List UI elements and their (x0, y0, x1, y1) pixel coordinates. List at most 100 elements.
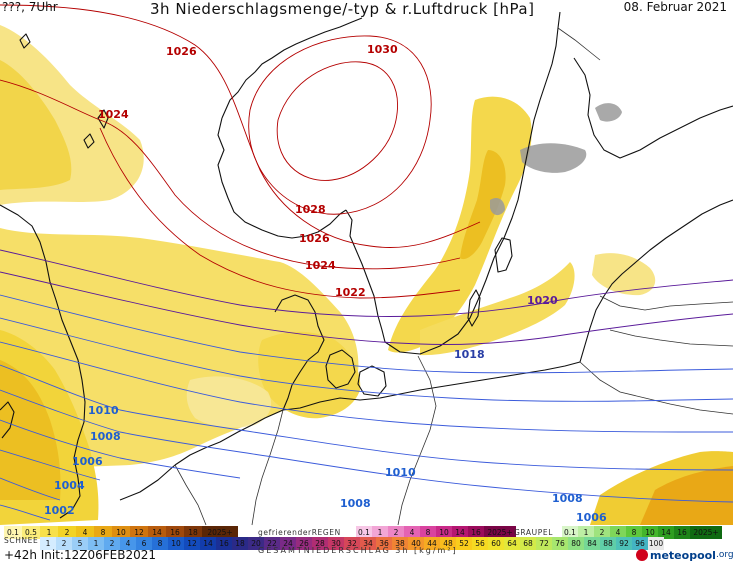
legend-snow-cell: 64 (504, 537, 520, 550)
legend-total-precip-label: GESAMTNIEDERSCHLAG 3h [kg/m²] (258, 546, 458, 555)
legend-snow-cell: 4 (120, 537, 136, 550)
coastlines (0, 11, 733, 519)
isobar-label: 1030 (367, 43, 398, 56)
isobar-label: 1006 (576, 511, 607, 524)
legend-snow-cell: 80 (568, 537, 584, 550)
legend-rain-cell: 2025+ (202, 526, 238, 539)
legend-snow-cell: 52 (456, 537, 472, 550)
legend-snow-cell: 24 (280, 537, 296, 550)
legend-snow-cell: 1 (88, 537, 104, 550)
legend-snow-cell: 88 (600, 537, 616, 550)
legend-snow-cell: 2 (104, 537, 120, 550)
legend-freezing-cell: 14 (452, 526, 468, 539)
isobar-label: 1022 (335, 286, 366, 299)
legend-snow-cell: 20 (248, 537, 264, 550)
isobar-label: 1024 (305, 259, 336, 272)
legend-snow-cell: 48 (440, 537, 456, 550)
legend-rain-cell: 14 (148, 526, 166, 539)
brand-logo[interactable]: meteopool .org (636, 546, 733, 564)
legend-snow-cell: 96 (632, 537, 648, 550)
legend-graupel-cell: 8 (626, 526, 642, 539)
legend-snow-cell: 34 (360, 537, 376, 550)
legend-graupel-cell: 1 (578, 526, 594, 539)
legend-snow-cell: 8 (152, 537, 168, 550)
forecast-location-time: ???, 7Uhr (2, 0, 58, 14)
legend-snow-cell: 5 (72, 537, 88, 550)
legend-freezing-cell: 10 (436, 526, 452, 539)
isobar-label: 1006 (72, 455, 103, 468)
legend-snow-cell: 18 (232, 537, 248, 550)
isobar-label: 1010 (385, 466, 416, 479)
legend-freezing-label: gefrierenderREGEN (258, 528, 341, 537)
legend-snow-cell: 14 (200, 537, 216, 550)
precipitation-layer (0, 25, 733, 525)
legend-rain-cell: 18 (184, 526, 202, 539)
legend-snow-cell: 30 (328, 537, 344, 550)
snow-layer (490, 103, 622, 216)
legend-freezing-cell: 1 (372, 526, 388, 539)
isobar-label: 1002 (44, 504, 75, 517)
precip-area-sweden-core (460, 150, 506, 260)
legend-graupel-cell: 14 (658, 526, 674, 539)
legend-rain-cell: 4 (76, 526, 94, 539)
legend-snow-row: SCHNEE (0, 536, 733, 550)
legend-snow-cell: 76 (552, 537, 568, 550)
isobar-label: 1024 (98, 108, 129, 121)
precip-area-southeast-core (640, 466, 733, 525)
legend-rain-cell: 12 (130, 526, 148, 539)
legend-snow-cell: 12 (184, 537, 200, 550)
legend-rain-cell: 1 (40, 526, 58, 539)
legend-snow-cell: 56 (472, 537, 488, 550)
brand-name: meteopool (650, 548, 716, 562)
brand-tld: .org (715, 550, 733, 560)
isobars-mid (0, 249, 733, 345)
legend-snow-cell: 44 (424, 537, 440, 550)
legend-snow-cell: 16 (216, 537, 232, 550)
forecast-run-info: +42h Init:12Z06FEB2021 (4, 548, 156, 562)
legend-snow-cell: 40 (408, 537, 424, 550)
isobar-label: 1026 (166, 45, 197, 58)
legend-snow-cell: 72 (536, 537, 552, 550)
legend-snow-cell: 28 (312, 537, 328, 550)
legend-freezing-cell: 4 (404, 526, 420, 539)
country-borders (174, 27, 733, 526)
precip-area-southwest-core (0, 360, 61, 500)
legend-snow-cell: 6 (136, 537, 152, 550)
legend-rain-cell: 0.1 (4, 526, 22, 539)
legend-graupel-cell: 16 (674, 526, 690, 539)
legend-snow-cell: 32 (344, 537, 360, 550)
legend-snow-scale-row: 1 2 5 1 2 4 6 8 10 12 14 16 18 20 22 24 26 28 30 32 34 36 38 40… (0, 537, 733, 550)
legend-graupel-cell: 2025+ (690, 526, 722, 539)
legend-freezing-cell: 2025+ (484, 526, 516, 539)
isobar-label: 1008 (552, 492, 583, 505)
legend-snow-cell: 10 (168, 537, 184, 550)
legend-rain-row: 0.1 0.5 1 2 4 8 10 12 14 16 18 2025+ gefrierenderRE… (0, 526, 733, 539)
legend-rain-cell: 10 (112, 526, 130, 539)
isobar-label: 1028 (295, 203, 326, 216)
legend-graupel-label: GRAUPEL (514, 528, 553, 537)
isobar-label: 1008 (340, 497, 371, 510)
legend-rain-cell: 2 (58, 526, 76, 539)
legend-snow-label: SCHNEE (4, 536, 39, 545)
isobar-labels: 1026 1030 1024 1028 1026 1024 1022 1020 … (44, 43, 607, 524)
legend-graupel-cell: 2 (594, 526, 610, 539)
legend-snow-cell: 26 (296, 537, 312, 550)
legend-graupel-cell: 10 (642, 526, 658, 539)
isobar-label: 1018 (454, 348, 485, 361)
isobar-label: 1020 (527, 294, 558, 307)
legend-snow-cell: 22 (264, 537, 280, 550)
isobars-low (0, 294, 733, 521)
legend-snow-cell: 84 (584, 537, 600, 550)
precip-area-north-atlantic-core (0, 60, 72, 190)
precip-area-central (186, 376, 272, 428)
legend-snow-cell: 38 (392, 537, 408, 550)
legend-snow-cell: 92 (616, 537, 632, 550)
isobar-label: 1026 (299, 232, 330, 245)
legend-snow-cell: 1 (40, 537, 56, 550)
precip-area-east (592, 253, 656, 296)
legend-snow-cell: 2 (56, 537, 72, 550)
legend-snow-cell: 68 (520, 537, 536, 550)
map-title: 3h Niederschlagsmenge/-typ & r.Luftdruck… (150, 0, 535, 18)
